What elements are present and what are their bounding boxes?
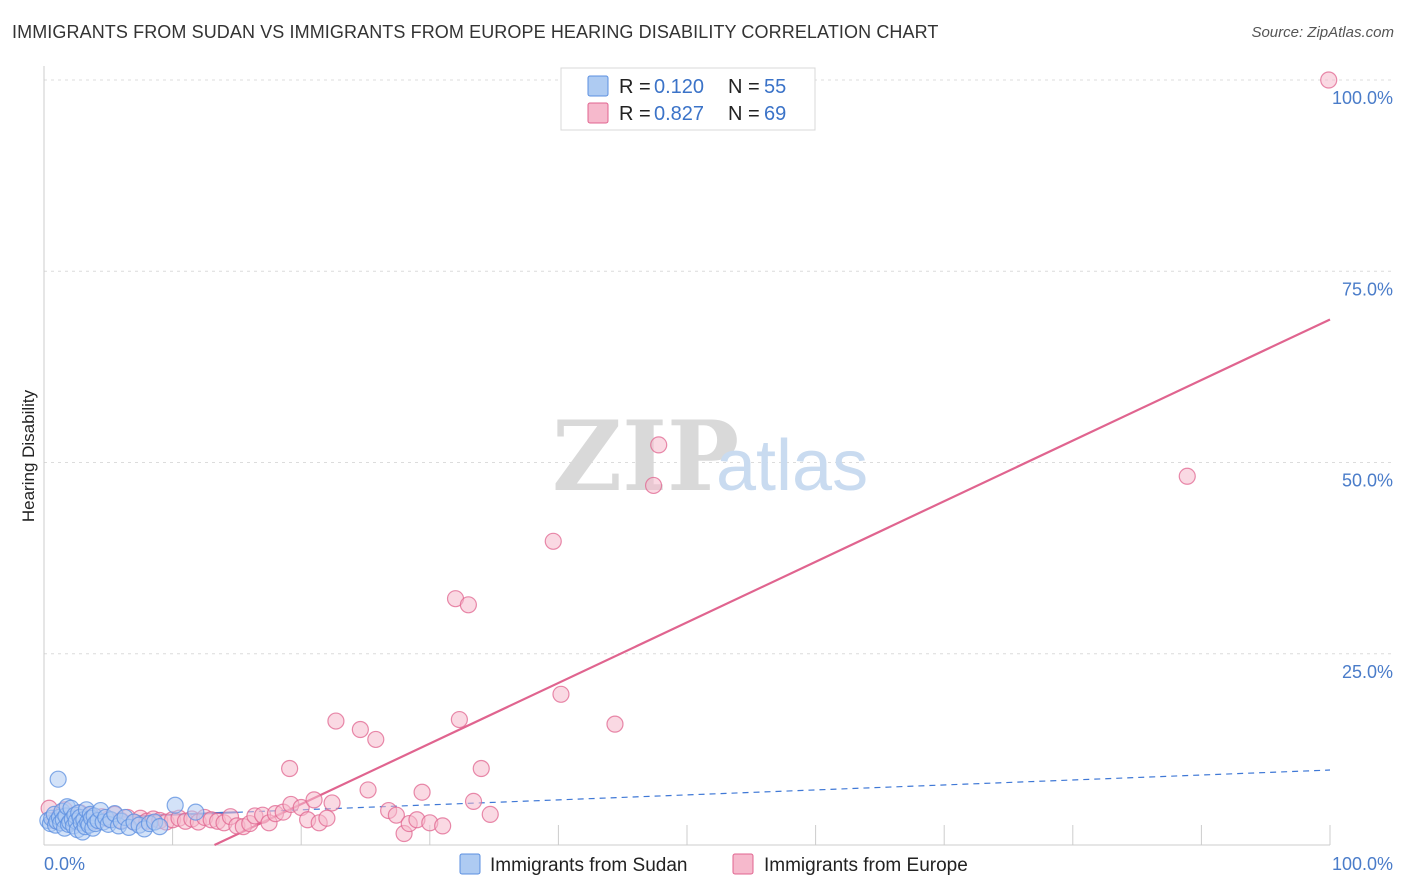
bottom-legend-swatch-sudan — [459, 853, 481, 875]
europe-point — [281, 759, 299, 778]
sudan-point — [49, 770, 67, 788]
legend-r-label-europe: R = — [619, 103, 651, 125]
legend-swatch-europe — [587, 102, 609, 124]
europe-point — [323, 794, 341, 812]
source-label: Source: ZipAtlas.com — [1251, 24, 1394, 41]
y-tick-label: 25.0% — [1342, 662, 1393, 682]
bottom-legend-label-europe: Immigrants from Europe — [764, 855, 968, 876]
europe-point — [544, 532, 562, 550]
legend-n-label-europe: N = — [728, 103, 760, 125]
axes — [43, 66, 1331, 846]
europe-point — [434, 817, 452, 835]
y-axis-label: Hearing Disability — [19, 389, 38, 522]
bottom-legend-swatch-europe — [732, 853, 754, 875]
legend-r-value-sudan: 0.120 — [654, 76, 704, 98]
y-tick-label: 100.0% — [1332, 88, 1393, 108]
y-tick-label: 75.0% — [1342, 279, 1393, 299]
gridlines — [44, 79, 1392, 655]
legend-n-value-sudan: 55 — [764, 76, 786, 98]
x-tick-label: 100.0% — [1332, 854, 1393, 874]
legend-r-label-sudan: R = — [619, 76, 651, 98]
europe-point — [650, 436, 668, 454]
europe-point — [450, 710, 468, 729]
europe-point — [367, 730, 385, 749]
europe-point — [327, 712, 345, 730]
legend-n-label-sudan: N = — [728, 76, 760, 98]
sudan-trend-dashed — [236, 769, 1331, 813]
europe-point — [552, 685, 570, 703]
europe-point — [305, 791, 323, 809]
chart-title: IMMIGRANTS FROM SUDAN VS IMMIGRANTS FROM… — [12, 22, 939, 42]
europe-trend-line — [214, 318, 1331, 846]
legend-n-value-europe: 69 — [764, 103, 786, 125]
europe-point — [472, 759, 490, 778]
europe-point — [464, 792, 483, 810]
europe-point — [1178, 467, 1196, 485]
bottom-legend-label-sudan: Immigrants from Sudan — [490, 855, 687, 876]
europe-point — [606, 715, 624, 733]
europe-point — [1320, 71, 1338, 89]
europe-point — [644, 476, 663, 495]
europe-point — [359, 781, 377, 799]
watermark-atlas: atlas — [716, 426, 868, 506]
europe-point — [318, 809, 336, 827]
watermark-zip: ZIP — [552, 400, 739, 513]
bottom-legend: Immigrants from Sudan Immigrants from Eu… — [459, 853, 968, 876]
europe-point — [459, 596, 477, 614]
sudan-point — [166, 796, 184, 814]
europe-point — [387, 806, 405, 824]
sudan-point — [151, 818, 169, 836]
sudan-point — [187, 803, 205, 821]
legend-r-value-europe: 0.827 — [654, 103, 704, 125]
y-tick-label: 50.0% — [1342, 471, 1393, 491]
tick-labels: 100.0% 75.0% 50.0% 25.0% 0.0% 100.0% — [44, 88, 1393, 874]
europe-point — [351, 720, 369, 739]
europe-point — [481, 805, 499, 824]
x-tick-label: 0.0% — [44, 854, 85, 874]
data-points — [39, 71, 1338, 843]
trend-lines — [43, 318, 1331, 846]
europe-point — [413, 783, 431, 801]
legend: R = 0.120 N = 55 R = 0.827 N = 69 — [560, 67, 816, 131]
legend-swatch-sudan — [587, 75, 609, 97]
